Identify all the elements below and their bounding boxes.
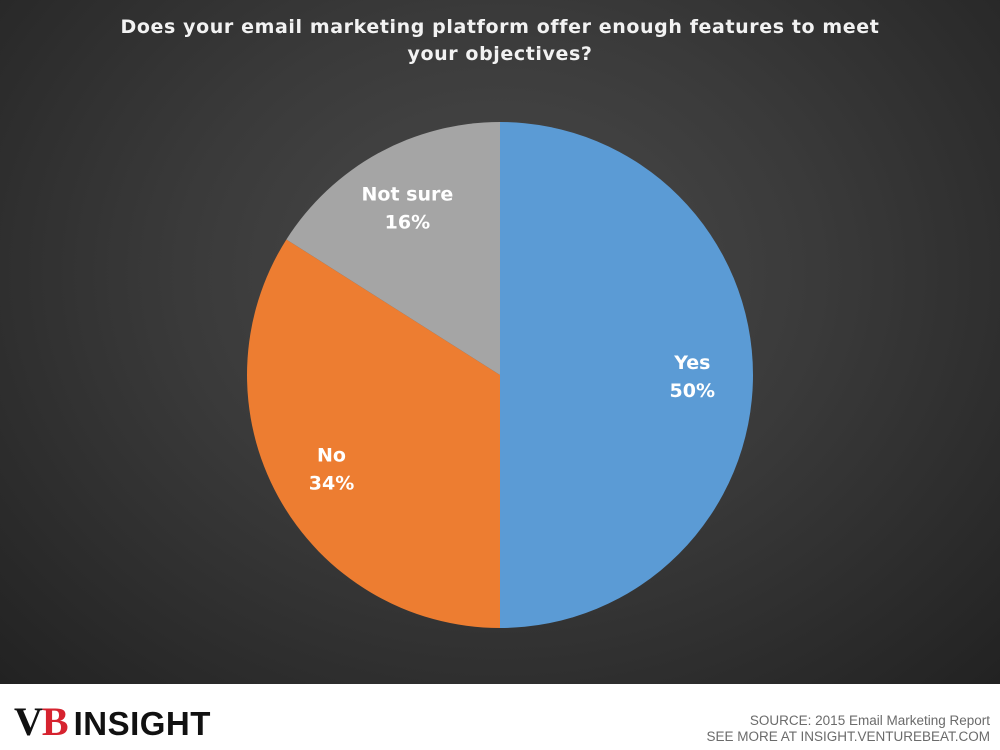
- pie-slice-not-sure: [286, 122, 500, 375]
- pie-labels: Yes 50% No 34% Not sure 16%: [309, 184, 715, 495]
- slice-value-label: 16%: [385, 212, 430, 234]
- source-url-line: SEE MORE AT INSIGHT.VENTUREBEAT.COM: [706, 729, 990, 744]
- slice-label: No: [317, 445, 346, 467]
- slice-label: Not sure: [362, 184, 454, 206]
- slice-value-label: 34%: [309, 473, 354, 495]
- chart-panel: Does your email marketing platform offer…: [0, 0, 1000, 684]
- vb-insight-logo: VB INSIGHT: [14, 698, 211, 745]
- pie-slices: [247, 122, 753, 628]
- source-credit: SOURCE: 2015 Email Marketing Report SEE …: [706, 713, 990, 745]
- logo-wordmark: INSIGHT: [73, 705, 211, 742]
- pie-slice-yes: [500, 122, 753, 628]
- footer: VB INSIGHT SOURCE: 2015 Email Marketing R…: [0, 684, 1000, 750]
- source-line: SOURCE: 2015 Email Marketing Report: [749, 713, 990, 728]
- pie-slice-no: [247, 239, 500, 628]
- slice-value-label: 50%: [670, 380, 715, 402]
- chart-title: Does your email marketing platform offer…: [120, 16, 880, 65]
- vb-logo-mark: VB: [14, 699, 69, 744]
- pie-chart: Yes 50% No 34% Not sure 16%: [247, 122, 753, 628]
- slice-label: Yes: [673, 352, 710, 374]
